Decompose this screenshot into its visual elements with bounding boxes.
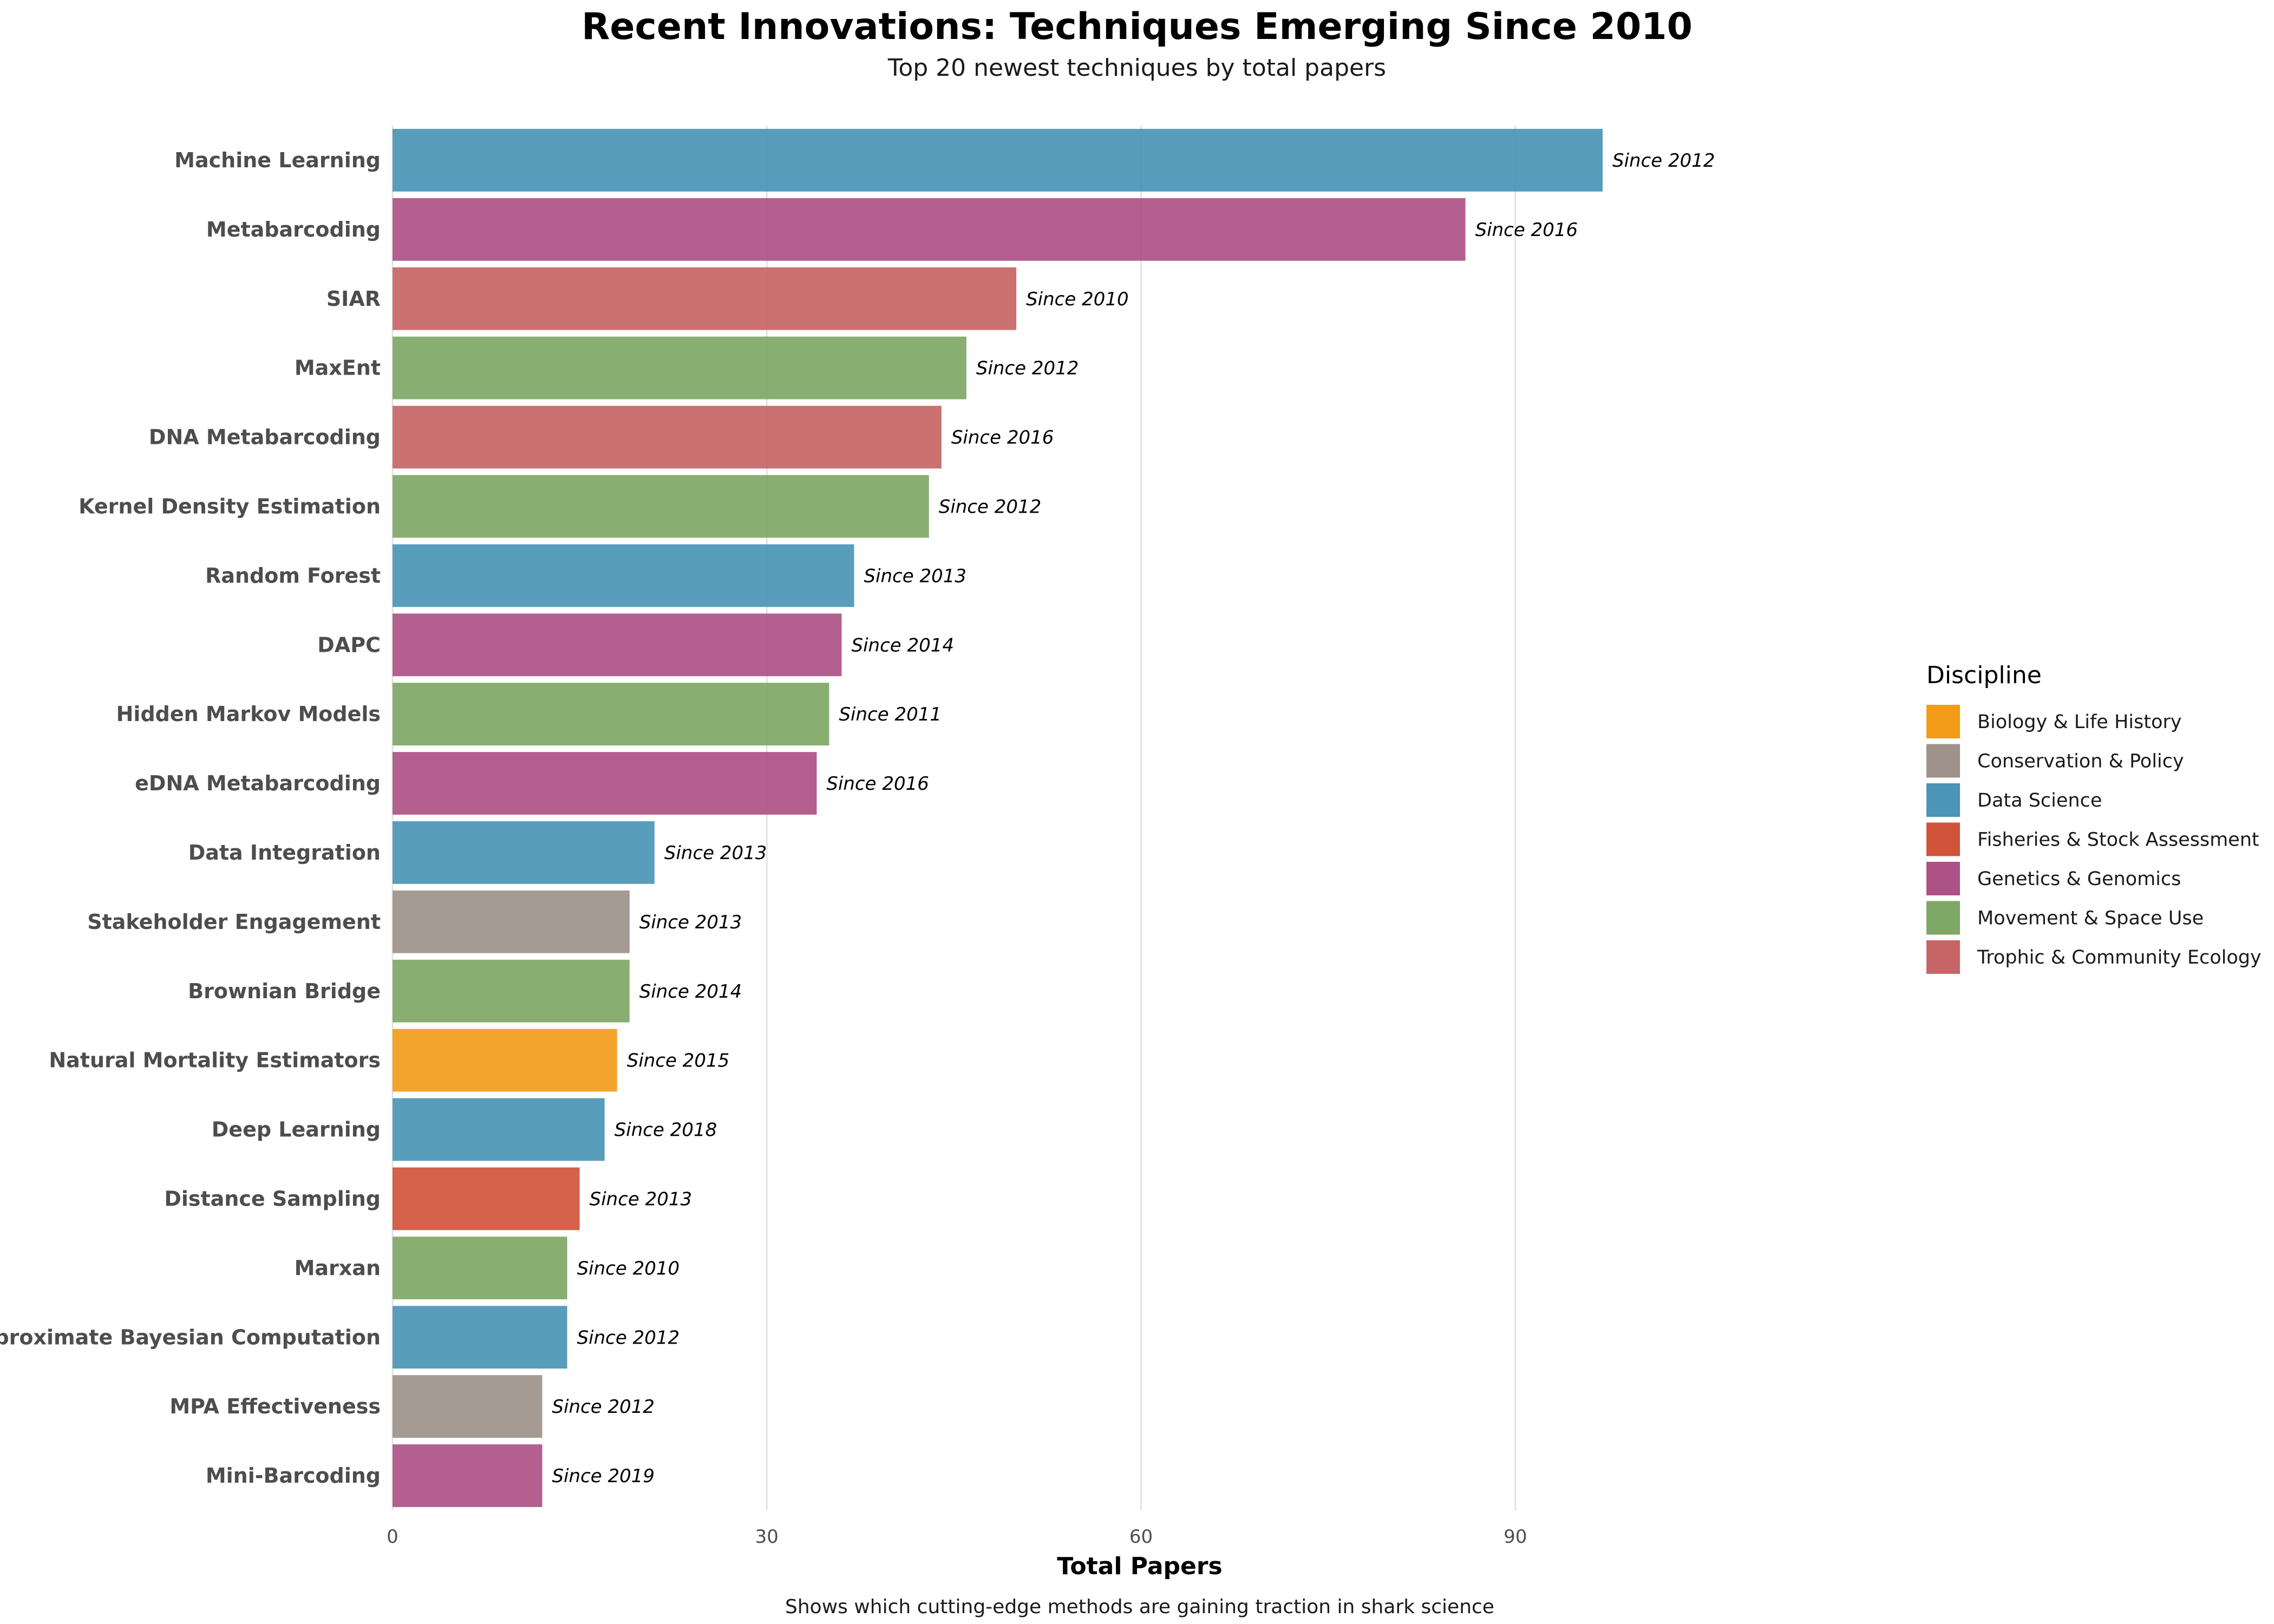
legend-swatch: [1926, 705, 1960, 738]
bar-data-label: Since 2012: [939, 496, 1042, 518]
bar-data-label: Since 2012: [1612, 150, 1715, 172]
legend-swatch: [1926, 783, 1960, 817]
legend-title: Discipline: [1926, 662, 2042, 689]
bar-data-label: Since 2013: [590, 1188, 692, 1210]
category-label: Distance Sampling: [164, 1187, 381, 1210]
bar-16: [393, 1167, 580, 1230]
bar-18: [393, 1306, 567, 1369]
bar-data-label: Since 2019: [552, 1465, 655, 1487]
x-axis-ticks: 0 30 60 90: [387, 1526, 1527, 1548]
chart-title: Recent Innovations: Techniques Emerging …: [581, 5, 1693, 48]
legend: Discipline Biology & Life History Conserv…: [1926, 662, 2262, 974]
bar-data-label: Since 2012: [577, 1327, 680, 1348]
bar-19: [393, 1375, 543, 1438]
category-labels: Machine Learning Metabarcoding SIAR MaxEnt D…: [0, 148, 381, 1488]
category-label: Hidden Markov Models: [116, 702, 381, 726]
legend-label: Biology & Life History: [1977, 711, 2181, 733]
chart-caption: Shows which cutting-edge methods are gai…: [785, 1596, 1494, 1618]
category-label: eDNA Metabarcoding: [135, 771, 381, 795]
category-label: Stakeholder Engagement: [87, 910, 381, 934]
bar-20: [393, 1444, 543, 1507]
bar-data-label: Since 2016: [1475, 219, 1578, 241]
category-label: Data Integration: [188, 841, 381, 865]
bar-data-label: Since 2015: [627, 1050, 730, 1072]
bar-4: [393, 336, 966, 400]
category-label: Metabarcoding: [206, 218, 381, 241]
bar-8: [393, 613, 842, 677]
bar-1: [393, 129, 1603, 192]
legend-swatch: [1926, 901, 1960, 935]
bar-9: [393, 683, 829, 746]
legend-swatch: [1926, 862, 1960, 895]
category-label: Kernel Density Estimation: [79, 494, 381, 518]
bar-3: [393, 267, 1017, 330]
legend-swatch: [1926, 822, 1960, 856]
bar-data-label: Since 2010: [577, 1258, 680, 1279]
legend-label: Trophic & Community Ecology: [1977, 947, 2262, 968]
bar-6: [393, 475, 929, 538]
category-label: DNA Metabarcoding: [149, 425, 381, 449]
x-tick-label: 0: [387, 1526, 398, 1548]
bar-data-label: Since 2011: [839, 704, 942, 725]
bar-11: [393, 821, 655, 884]
bar-data-label: Since 2016: [951, 427, 1054, 449]
bar-12: [393, 890, 630, 953]
legend-label: Movement & Space Use: [1977, 908, 2204, 929]
bar-7: [393, 544, 854, 607]
legend-label: Data Science: [1977, 790, 2102, 811]
legend-swatch: [1926, 940, 1960, 974]
bar-data-label: Since 2012: [552, 1396, 655, 1418]
bars-layer: [393, 129, 1603, 1507]
category-label: Natural Mortality Estimators: [49, 1049, 381, 1072]
bar-13: [393, 959, 630, 1023]
bar-data-label: Since 2018: [615, 1119, 717, 1141]
legend-swatch: [1926, 744, 1960, 778]
category-label: Mini-Barcoding: [206, 1464, 381, 1488]
category-label: Deep Learning: [212, 1118, 381, 1142]
bar-data-label: Since 2014: [852, 634, 955, 656]
bar-data-label: Since 2013: [864, 565, 967, 587]
category-label: Random Forest: [205, 564, 381, 587]
bar-14: [393, 1029, 617, 1092]
bar-data-label: Since 2010: [1026, 289, 1129, 310]
data-labels: Since 2012 Since 2016 Since 2010 Since 2012…: [552, 150, 1715, 1487]
category-label: Machine Learning: [174, 148, 381, 172]
bar-5: [393, 405, 942, 469]
x-tick-label: 30: [755, 1526, 779, 1548]
x-tick-label: 60: [1129, 1526, 1153, 1548]
bar-17: [393, 1236, 567, 1300]
category-label: SIAR: [326, 287, 381, 311]
bar-data-label: Since 2016: [826, 773, 929, 795]
legend-label: Genetics & Genomics: [1977, 868, 2181, 890]
bar-2: [393, 198, 1466, 261]
bar-data-label: Since 2013: [639, 912, 742, 933]
category-label: Approximate Bayesian Computation: [0, 1325, 381, 1349]
bar-data-label: Since 2013: [664, 842, 767, 864]
x-axis-title: Total Papers: [1057, 1553, 1223, 1580]
category-label: MaxEnt: [295, 356, 381, 380]
category-label: MPA Effectiveness: [169, 1394, 381, 1418]
chart-subtitle: Top 20 newest techniques by total papers: [887, 54, 1386, 82]
category-label: Marxan: [295, 1256, 381, 1280]
bar-15: [393, 1098, 605, 1161]
legend-label: Conservation & Policy: [1977, 751, 2184, 772]
bar-data-label: Since 2014: [639, 981, 742, 1003]
gridlines: [391, 126, 1517, 1510]
x-tick-label: 90: [1504, 1526, 1527, 1548]
legend-items: Biology & Life History Conservation & Pol…: [1926, 705, 2262, 974]
category-label: Brownian Bridge: [188, 979, 381, 1003]
category-label: DAPC: [317, 633, 381, 657]
bar-data-label: Since 2012: [976, 358, 1079, 379]
legend-label: Fisheries & Stock Assessment: [1977, 829, 2259, 851]
bar-10: [393, 752, 817, 815]
